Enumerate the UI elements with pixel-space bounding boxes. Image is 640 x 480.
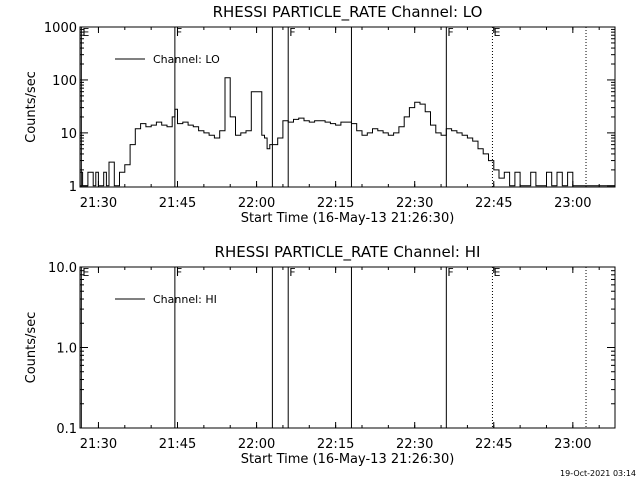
plot-frame xyxy=(79,26,616,188)
y-tick-label: 1 xyxy=(69,180,77,195)
y-axis-label: Counts/sec xyxy=(24,312,39,384)
y-tick-label: 1000 xyxy=(44,21,77,36)
x-tick-label: 22:30 xyxy=(396,437,433,452)
event-marker-label: F xyxy=(176,26,182,39)
x-tick-label: 22:00 xyxy=(238,437,275,452)
x-tick-label: 21:30 xyxy=(80,196,117,211)
footer-date: 19-Oct-2021 03:14 xyxy=(560,469,636,478)
x-axis-label: Start Time (16-May-13 21:26:30) xyxy=(241,452,455,467)
y-tick-label: 1.0 xyxy=(56,342,77,357)
event-marker-label: E xyxy=(493,266,500,279)
chart-title: RHESSI PARTICLE_RATE Channel: HI xyxy=(215,243,481,262)
x-tick-label: 22:00 xyxy=(238,196,275,211)
event-marker-label: F xyxy=(289,26,295,39)
x-tick-label: 21:45 xyxy=(159,196,196,211)
x-axis-label: Start Time (16-May-13 21:26:30) xyxy=(241,211,455,226)
x-tick-label: 22:45 xyxy=(475,437,512,452)
event-marker-label: F xyxy=(176,266,182,279)
x-tick-label: 23:00 xyxy=(554,196,591,211)
x-tick-label: 22:15 xyxy=(317,196,354,211)
event-marker-label: E xyxy=(493,26,500,39)
chart-panel: RHESSI PARTICLE_RATE Channel: HI 21:30 21:… xyxy=(24,243,616,467)
event-marker-label: F xyxy=(447,26,453,39)
x-tick-label: 22:45 xyxy=(475,196,512,211)
y-tick-label: 0.1 xyxy=(56,422,77,437)
y-axis-label: Counts/sec xyxy=(24,71,39,143)
x-tick-label: 21:45 xyxy=(159,437,196,452)
event-marker-label: F xyxy=(447,266,453,279)
y-tick-label: 100 xyxy=(52,74,77,89)
event-marker-label: F xyxy=(289,266,295,279)
event-marker-label: E xyxy=(82,266,89,279)
series-line xyxy=(80,77,615,187)
y-tick-label: 10.0 xyxy=(48,261,77,276)
panels: RHESSI PARTICLE_RATE Channel: LO 21:30 21:… xyxy=(24,3,616,467)
y-tick-label: 10 xyxy=(60,127,77,142)
x-tick-label: 22:15 xyxy=(317,437,354,452)
event-marker-label: E xyxy=(82,26,89,39)
legend-label: Channel: LO xyxy=(153,53,220,66)
chart-panel: RHESSI PARTICLE_RATE Channel: LO 21:30 21:… xyxy=(24,3,616,226)
x-tick-label: 23:00 xyxy=(554,437,591,452)
chart-title: RHESSI PARTICLE_RATE Channel: LO xyxy=(213,3,483,22)
x-tick-label: 22:30 xyxy=(396,196,433,211)
legend-label: Channel: HI xyxy=(153,293,217,306)
x-tick-label: 21:30 xyxy=(80,437,117,452)
